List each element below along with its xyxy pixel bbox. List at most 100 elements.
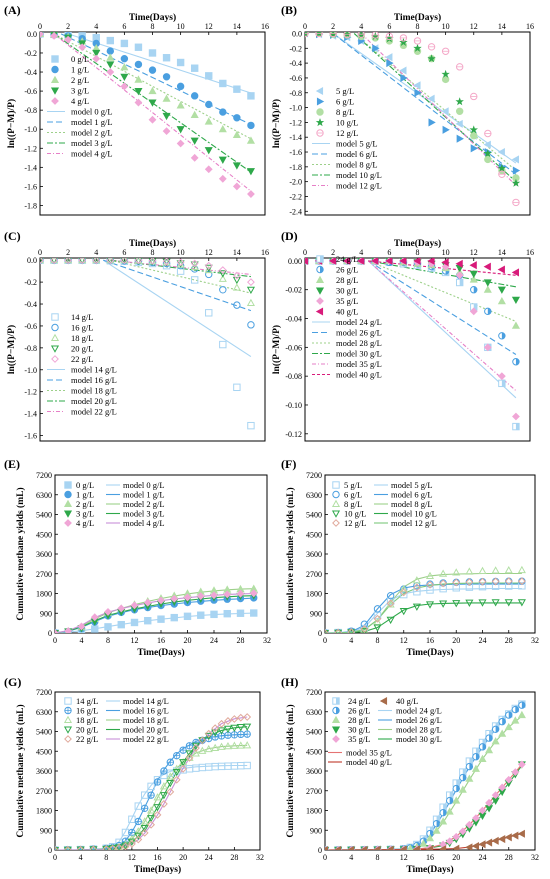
model-line	[368, 260, 517, 355]
y-tick-label: -1.0	[289, 104, 302, 113]
legend-label: model 28 g/L	[336, 338, 382, 348]
marker-cross	[64, 707, 72, 714]
data-point	[243, 761, 251, 770]
x-tick-label: 0	[303, 22, 307, 31]
data-point	[469, 275, 478, 283]
plot-area	[55, 584, 258, 633]
data-point	[334, 628, 343, 633]
y-tick-label: 4500	[306, 530, 322, 539]
x-tick-label: 28	[237, 636, 245, 645]
model-line	[53, 33, 252, 140]
marker-cross	[237, 731, 244, 738]
data-point	[148, 258, 157, 266]
x-tick-label: 12	[205, 248, 213, 257]
data-point	[445, 807, 454, 815]
x-tick-label: 10	[442, 248, 450, 257]
model-line	[55, 595, 254, 633]
data-point	[505, 582, 513, 590]
data-point	[491, 791, 500, 800]
data-point	[428, 118, 436, 127]
marker-fill	[436, 820, 440, 827]
data-point	[162, 94, 171, 102]
data-point	[518, 582, 526, 590]
data-point	[134, 802, 142, 810]
legend-label: 20 g/L	[76, 725, 98, 735]
data-point	[247, 190, 255, 198]
x-tick-label: 14	[233, 248, 241, 257]
legend-label: model 30 g/L	[396, 734, 442, 744]
x-tick-label: 20	[184, 636, 192, 645]
marker-fill	[430, 830, 434, 837]
marker-fill	[502, 718, 506, 725]
data-point	[217, 727, 226, 735]
x-tick-label: 0	[53, 636, 57, 645]
model-line	[325, 587, 522, 633]
x-tick-label: 16	[157, 636, 165, 645]
data-point	[230, 741, 239, 749]
y-tick-label: -1.4	[289, 133, 302, 142]
y-tick-label: 3600	[306, 767, 322, 776]
marker-cross	[160, 767, 168, 775]
data-point	[134, 60, 143, 69]
x-tick-label: 12	[131, 636, 139, 645]
data-point	[218, 174, 227, 183]
data-point	[471, 842, 479, 850]
data-point	[512, 166, 521, 175]
x-tick-label: 16	[526, 248, 534, 257]
data-point	[219, 340, 227, 349]
y-tick-label: 7200	[306, 471, 322, 480]
y-tick-label: 2700	[36, 570, 52, 579]
data-point	[485, 798, 493, 807]
legend-marker	[51, 313, 59, 321]
legend-label: model 30 g/L	[336, 349, 382, 359]
plot-area	[325, 565, 526, 633]
legend-label: model 18 g/L	[71, 386, 117, 396]
marker-fill	[320, 255, 324, 263]
data-point	[399, 37, 408, 46]
y-tick-label: -0.02	[285, 286, 302, 295]
data-point	[106, 258, 114, 265]
data-point	[483, 149, 493, 158]
data-point	[232, 283, 241, 291]
x-tick-label: 20	[179, 853, 187, 862]
legend-label: model 24 g/L	[336, 317, 382, 327]
y-tick-label: -0.10	[285, 401, 302, 410]
data-point	[399, 66, 407, 75]
data-point	[211, 729, 220, 737]
data-point	[205, 72, 213, 80]
data-point	[478, 754, 487, 762]
x-tick-label: 12	[470, 22, 478, 31]
data-point	[455, 259, 463, 268]
data-point	[232, 162, 241, 170]
data-point	[432, 826, 441, 834]
legend-label: model 16 g/L	[123, 706, 169, 716]
data-point	[512, 412, 520, 421]
data-point	[217, 762, 226, 771]
marker-fill	[515, 423, 520, 430]
model-line	[110, 259, 251, 278]
data-point	[204, 165, 213, 174]
x-tick-label: 4	[349, 636, 353, 645]
data-point	[159, 800, 168, 808]
data-point	[465, 820, 474, 829]
legend-label: 0 g/L	[76, 480, 94, 490]
chart-panel-d: (D) 0 2 4 6 8 10 12 14 16 Time(Days) 0.00 -0.02 -0.04…	[271, 229, 534, 442]
data-point	[134, 75, 143, 83]
data-point	[441, 75, 450, 84]
legend-marker	[63, 510, 73, 518]
legend-marker	[332, 519, 340, 527]
legend-marker	[50, 345, 60, 353]
marker-cross	[154, 778, 161, 786]
marker-fill	[469, 763, 473, 770]
y-axis-title: ln((P−M)/P)	[6, 325, 17, 374]
x-tick-label: 0	[323, 636, 327, 645]
y-tick-label: -0.6	[24, 322, 37, 331]
legend-label: 8 g/L	[336, 107, 354, 117]
data-point	[511, 321, 520, 329]
data-point	[373, 614, 382, 623]
x-tick-label: 8	[416, 22, 420, 31]
data-point	[386, 597, 395, 605]
data-point	[246, 286, 255, 295]
panel-label: (E)	[4, 457, 20, 471]
data-point	[77, 622, 86, 631]
